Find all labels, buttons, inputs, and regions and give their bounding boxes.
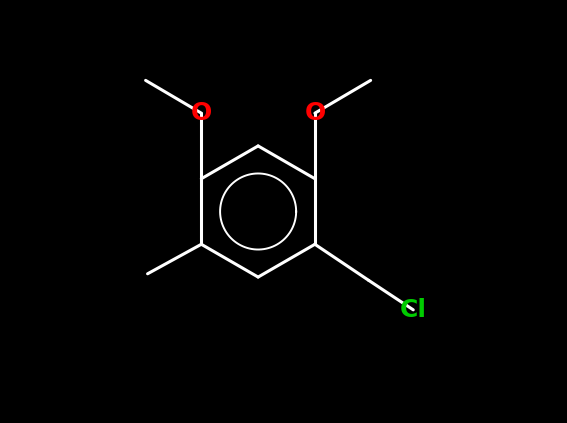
Text: Cl: Cl	[400, 298, 427, 322]
Text: O: O	[304, 101, 325, 125]
Text: O: O	[191, 101, 212, 125]
